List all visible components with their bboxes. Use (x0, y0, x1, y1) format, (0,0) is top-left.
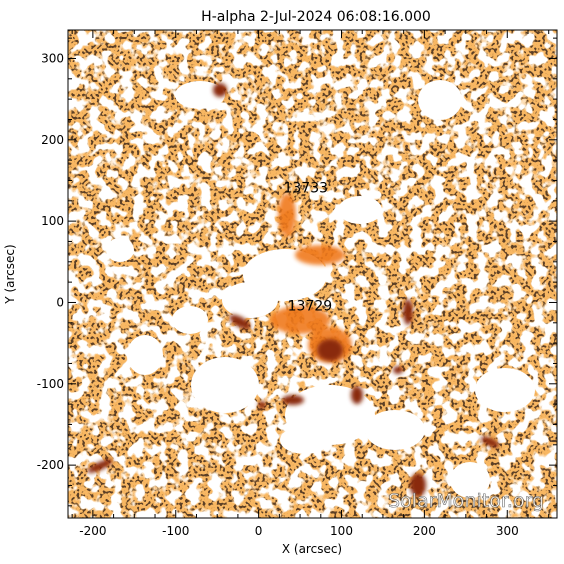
y-tick-label: 200 (41, 133, 64, 147)
y-tick-label: 300 (41, 51, 64, 65)
y-axis-label: Y (arcsec) (3, 244, 17, 304)
chart-title: H-alpha 2-Jul-2024 06:08:16.000 (201, 9, 431, 25)
plage-patches (106, 80, 535, 498)
plot-area (68, 30, 557, 518)
y-axis: 300 200 100 0 -100 -200 (37, 37, 557, 507)
watermark: SolarMonitor.org (388, 490, 544, 512)
active-emission (270, 193, 352, 363)
active-cores (87, 83, 500, 497)
region-label: 13733 (283, 181, 328, 197)
x-tick-label: 200 (413, 524, 436, 538)
x-tick-label: 100 (330, 524, 353, 538)
y-tick-label: 100 (41, 214, 64, 228)
x-tick-label: -100 (162, 524, 189, 538)
y-tick-label: -200 (37, 458, 64, 472)
region-labels: 13733 13729 (283, 181, 332, 315)
x-tick-label: 300 (496, 524, 519, 538)
y-tick-label: 0 (56, 295, 64, 309)
x-tick-label: 0 (255, 524, 263, 538)
x-axis-label: X (arcsec) (282, 542, 342, 556)
x-axis: -200 -100 0 100 200 300 (71, 30, 550, 538)
plot-frame (67, 29, 558, 519)
x-tick-label: -200 (79, 524, 106, 538)
y-tick-label: -100 (37, 377, 64, 391)
region-label: 13729 (288, 299, 333, 315)
